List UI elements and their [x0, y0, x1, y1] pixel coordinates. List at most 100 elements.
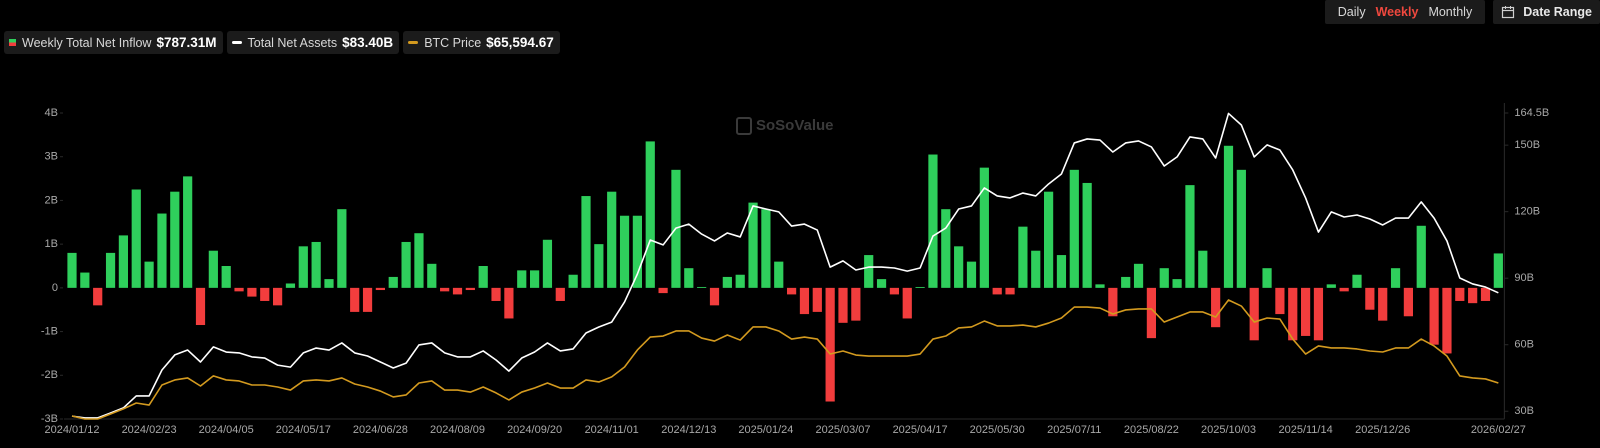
bar	[80, 272, 90, 288]
bar	[1480, 287, 1491, 301]
bar	[966, 261, 977, 288]
bar	[1416, 225, 1426, 288]
bar	[1455, 287, 1465, 301]
x-tick-label: 2024/12/13	[661, 424, 716, 436]
legend-item[interactable]: Weekly Total Net Inflow $787.31M	[4, 31, 223, 54]
bar	[1223, 145, 1234, 288]
bar	[902, 287, 912, 319]
bar	[812, 287, 822, 312]
y2-tick-label: 60B	[1514, 339, 1534, 351]
bar	[774, 261, 784, 288]
bar	[632, 215, 642, 288]
legend-item[interactable]: BTC Price $65,594.67	[403, 31, 560, 54]
legend-value: $787.31M	[156, 35, 217, 50]
legend-icon	[9, 39, 16, 46]
bar	[350, 287, 360, 312]
bar	[1146, 287, 1156, 339]
watermark: SoSoValue	[736, 117, 834, 135]
y-tick-label: -1B	[41, 325, 58, 337]
bar	[1468, 287, 1478, 304]
bar	[761, 209, 771, 288]
bar	[1159, 268, 1169, 288]
bar	[170, 191, 180, 288]
bar	[1236, 169, 1246, 288]
x-tick-label: 2024/08/09	[430, 424, 485, 436]
bar	[555, 287, 565, 301]
x-tick-label: 2025/04/17	[893, 424, 948, 436]
bar	[362, 287, 373, 312]
bar	[491, 287, 501, 301]
x-tick-label: 2025/01/24	[738, 424, 793, 436]
bar	[260, 287, 270, 301]
line	[71, 299, 1499, 420]
bar	[1313, 287, 1324, 341]
bar	[401, 241, 411, 288]
bar	[607, 191, 617, 288]
bar	[414, 233, 424, 288]
bar	[838, 287, 848, 323]
period-option[interactable]: Monthly	[1428, 5, 1473, 19]
bar	[478, 266, 488, 288]
bar	[709, 287, 720, 306]
date-range-label: Date Range	[1523, 5, 1592, 19]
bar	[581, 196, 591, 288]
legend-item[interactable]: Total Net Assets $83.40B	[226, 31, 400, 54]
bar	[864, 255, 874, 288]
legend-icon	[408, 41, 419, 44]
bar	[131, 189, 141, 288]
bar	[1172, 279, 1182, 288]
bar	[1326, 284, 1336, 288]
bar	[1275, 287, 1285, 315]
legend-value: $65,594.67	[486, 35, 554, 50]
bar	[324, 279, 334, 288]
bar	[440, 287, 450, 292]
y-tick-label: 1B	[45, 238, 58, 250]
y-tick-label: 2B	[45, 194, 58, 206]
period-option[interactable]: Daily	[1337, 5, 1366, 19]
x-tick-label: 2025/08/22	[1124, 424, 1179, 436]
bar	[876, 279, 887, 288]
bar	[247, 287, 257, 297]
bar	[118, 235, 128, 288]
bar	[388, 276, 398, 288]
bar	[1429, 287, 1439, 345]
x-tick-label: 2025/11/14	[1278, 424, 1332, 436]
y2-tick-label: 150B	[1514, 139, 1540, 151]
bar	[1082, 182, 1092, 288]
x-tick-label: 2024/09/20	[507, 424, 562, 436]
calendar-icon	[1502, 6, 1515, 19]
bar	[208, 250, 218, 288]
bar	[645, 141, 655, 288]
bar	[1339, 287, 1349, 292]
bar	[504, 287, 514, 319]
bar	[93, 287, 103, 306]
bar	[1031, 250, 1041, 288]
y-tick-label: 0	[52, 282, 58, 294]
bar	[157, 213, 167, 288]
bar	[568, 274, 578, 288]
bar	[273, 287, 283, 306]
bar	[851, 287, 861, 321]
bar	[1211, 287, 1221, 328]
bar	[144, 261, 154, 288]
period-option[interactable]: Weekly	[1375, 5, 1419, 19]
y2-tick-label: 30B	[1514, 405, 1534, 417]
bar	[337, 209, 347, 288]
bar	[1403, 287, 1413, 317]
x-tick-label: 2024/11/01	[585, 424, 639, 436]
bar	[1005, 287, 1015, 295]
bar	[1018, 226, 1028, 288]
y-tick-label: 4B	[45, 107, 58, 119]
bar	[1095, 284, 1105, 288]
bar	[221, 266, 231, 288]
x-tick-label: 2024/02/23	[122, 424, 177, 436]
y2-tick-label: 90B	[1514, 272, 1534, 284]
bar	[1121, 276, 1131, 288]
bar	[1262, 268, 1272, 288]
bar	[735, 274, 745, 288]
bar	[67, 252, 77, 288]
bar	[1198, 250, 1208, 288]
date-range-button[interactable]: Date Range	[1493, 0, 1600, 24]
bar	[1069, 169, 1079, 288]
